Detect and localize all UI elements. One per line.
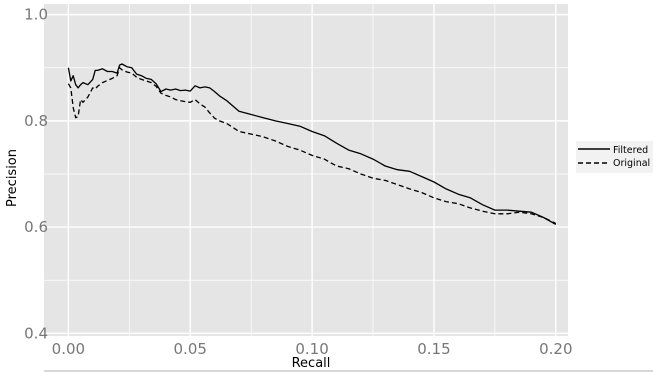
y-tick-labels: 0.4 0.6 0.8 1.0 bbox=[24, 6, 48, 343]
y-tick-label: 1.0 bbox=[24, 6, 48, 24]
x-tick-label: 0.10 bbox=[295, 340, 328, 358]
series-line-original bbox=[67, 67, 557, 224]
x-tick-labels: 0.00 0.05 0.10 0.15 0.20 bbox=[52, 340, 573, 358]
series-lines bbox=[67, 63, 557, 225]
x-tick-label: 0.15 bbox=[417, 340, 450, 358]
x-axis-title: Recall bbox=[292, 356, 331, 371]
y-axis-title: Precision bbox=[5, 149, 20, 207]
series-line-filtered bbox=[67, 63, 557, 225]
y-tick-label: 0.8 bbox=[24, 112, 48, 130]
y-tick-label: 0.4 bbox=[24, 324, 48, 342]
y-tick-label: 0.6 bbox=[24, 218, 48, 236]
x-tick-label: 0.05 bbox=[174, 340, 207, 358]
major-gridlines bbox=[44, 4, 568, 336]
plot-panel bbox=[44, 4, 568, 336]
legend-background bbox=[576, 141, 653, 173]
x-tick-label: 0.00 bbox=[52, 340, 85, 358]
legend: Filtered Original bbox=[576, 141, 653, 173]
minor-gridlines bbox=[44, 4, 568, 336]
legend-label-filtered: Filtered bbox=[613, 145, 648, 156]
legend-label-original: Original bbox=[613, 158, 650, 169]
x-tick-label: 0.20 bbox=[539, 340, 572, 358]
